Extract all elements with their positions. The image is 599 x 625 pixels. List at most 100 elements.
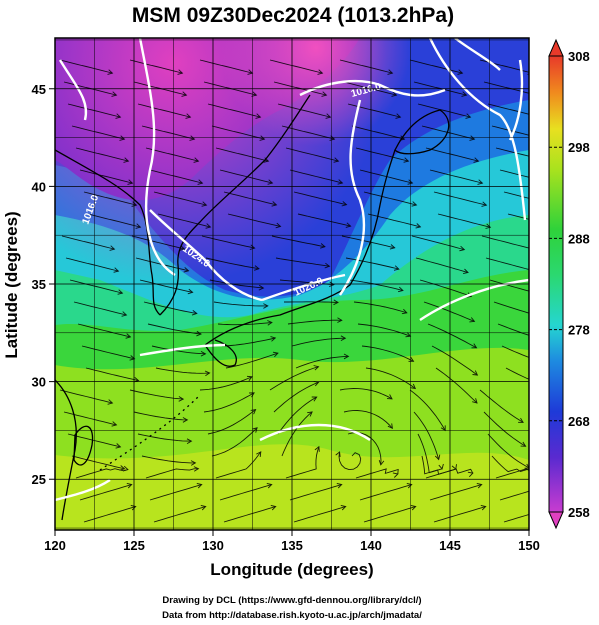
streamline — [71, 455, 125, 470]
streamline-arrow — [111, 421, 118, 427]
streamline — [487, 103, 529, 115]
streamline — [503, 191, 529, 199]
streamline-arrow — [119, 135, 126, 141]
streamline-arrow — [406, 482, 413, 489]
streamline-arrow — [324, 262, 331, 269]
streamline — [275, 257, 330, 267]
streamline-arrow — [386, 394, 393, 400]
streamline-arrow — [469, 317, 476, 323]
streamline-arrow — [197, 179, 204, 185]
streamline — [435, 367, 478, 404]
streamline — [419, 279, 472, 297]
y-axis-ticks: 25 30 35 40 45 — [32, 82, 55, 487]
streamline — [501, 345, 529, 358]
streamline-arrow — [190, 460, 197, 466]
streamline-arrow — [401, 308, 408, 315]
streamline-arrow — [537, 291, 542, 296]
streamline-arrow — [183, 267, 190, 273]
streamline — [271, 235, 325, 248]
streamline-arrow — [266, 482, 273, 489]
streamline — [143, 301, 197, 314]
streamline-arrow — [481, 201, 488, 207]
streamline-arrow — [122, 465, 129, 472]
streamline — [363, 506, 416, 523]
streamline-arrow — [438, 463, 444, 470]
streamline — [291, 337, 346, 347]
streamline-arrow — [129, 355, 136, 361]
streamline-arrow — [476, 482, 483, 489]
streamline-arrow — [111, 91, 118, 97]
streamline — [285, 446, 320, 479]
isobar-far-east — [508, 59, 524, 141]
streamline-arrow — [387, 423, 393, 430]
streamline — [338, 451, 362, 471]
streamline-arrow — [127, 179, 134, 185]
streamline-arrow — [263, 157, 270, 163]
streamline — [437, 213, 491, 228]
streamline-arrow — [544, 338, 549, 343]
streamline — [277, 103, 331, 118]
streamline-arrow — [119, 465, 126, 471]
streamline-arrow — [275, 222, 282, 229]
streamline — [355, 147, 409, 162]
y-tick-label: 35 — [32, 277, 46, 292]
streamline — [213, 301, 268, 307]
wind-streamlines — [59, 59, 549, 523]
streamline-arrow — [185, 113, 192, 119]
colorbar-tick-label: 268 — [568, 414, 590, 429]
streamline — [59, 59, 113, 74]
streamline — [83, 506, 136, 523]
colorbar-tick-label: 308 — [568, 49, 590, 64]
streamline — [485, 257, 529, 270]
streamline-arrow — [542, 465, 547, 470]
streamline — [63, 411, 117, 426]
streamline — [479, 389, 524, 423]
isobar-southeast — [419, 278, 529, 321]
isobar-japan-sea — [339, 99, 366, 296]
streamline-arrow — [340, 504, 347, 511]
streamline — [141, 455, 196, 464]
streamline-arrow — [179, 245, 186, 251]
streamline-arrow — [333, 299, 339, 306]
streamline — [61, 235, 115, 250]
streamline — [287, 319, 342, 325]
streamline-arrow — [113, 267, 120, 273]
colorbar-tick-label: 288 — [568, 231, 590, 246]
streamline — [425, 147, 479, 162]
streamline — [141, 125, 195, 140]
isobar-northwest — [58, 59, 88, 121]
streamline — [289, 169, 343, 184]
streamline — [487, 433, 529, 469]
streamline-arrow — [177, 69, 184, 75]
colorbar-scale — [548, 55, 564, 513]
streamline-arrow — [459, 245, 466, 252]
credit-data: Data from http://database.rish.kyoto-u.a… — [162, 610, 422, 621]
streamline — [129, 389, 184, 400]
streamline — [155, 367, 210, 374]
streamline — [149, 169, 203, 184]
streamline — [507, 213, 529, 220]
streamline — [83, 191, 137, 206]
streamline — [65, 257, 119, 272]
x-axis-ticks: 120 125 130 135 140 145 150 — [44, 530, 540, 553]
streamline-arrow — [252, 427, 258, 433]
streamline-arrow — [333, 157, 340, 163]
streamline — [211, 125, 265, 140]
streamline-arrow — [472, 370, 479, 376]
streamline — [359, 484, 412, 501]
streamline — [289, 484, 342, 501]
streamline-arrow — [201, 201, 208, 207]
streamline — [359, 169, 413, 184]
streamline — [427, 323, 477, 349]
streamline — [67, 433, 121, 448]
streamline — [339, 59, 393, 74]
coast-honshu — [204, 149, 396, 346]
credit-drawing: Drawing by DCL (https://www.gfd-dennou.o… — [162, 595, 421, 606]
streamline — [281, 411, 313, 457]
x-tick-label: 135 — [281, 538, 303, 553]
streamline-arrow — [135, 223, 142, 229]
streamline — [353, 301, 407, 314]
streamline — [199, 59, 253, 74]
colorbar-tick-label: 278 — [568, 323, 590, 338]
